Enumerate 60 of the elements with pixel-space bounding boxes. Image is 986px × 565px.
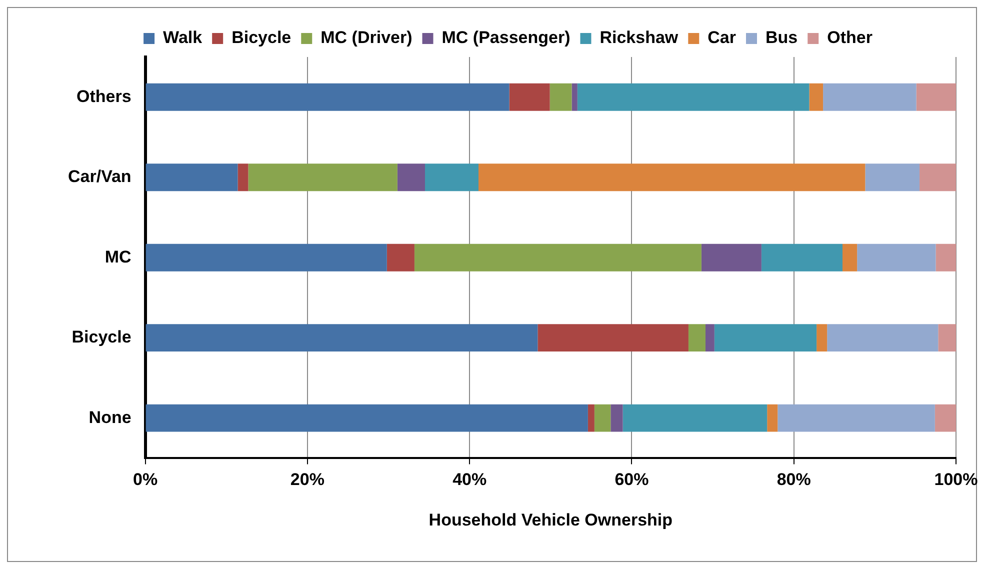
x-tick-label: 20%: [290, 470, 324, 490]
bar: [688, 324, 706, 352]
bar: [778, 404, 935, 432]
legend-label: Walk: [163, 28, 203, 48]
y-tick-label: Others: [76, 86, 132, 106]
legend-label: Bicycle: [232, 28, 292, 48]
bar: [588, 404, 594, 432]
bar: [594, 404, 611, 432]
bar: [146, 164, 238, 192]
bar: [865, 164, 920, 192]
bar: [425, 164, 479, 192]
bar: [248, 164, 398, 192]
y-tick-label: Car/Van: [68, 167, 132, 186]
bar: [761, 244, 843, 272]
legend-label: MC (Passenger): [442, 28, 570, 48]
bar: [577, 83, 810, 111]
bar: [705, 324, 714, 352]
bar: [146, 324, 538, 352]
bar: [827, 324, 938, 352]
bar: [572, 83, 578, 111]
bar: [714, 324, 817, 352]
bar: [936, 244, 956, 272]
bar: [509, 83, 550, 111]
bar: [622, 404, 768, 432]
bar: [414, 244, 702, 272]
bar: [934, 404, 956, 432]
legend-label: Bus: [766, 28, 798, 48]
bar: [610, 404, 623, 432]
bar: [823, 83, 916, 111]
x-tick-label: 0%: [133, 470, 158, 490]
bar: [809, 83, 824, 111]
bar: [478, 164, 866, 192]
bar: [146, 244, 387, 272]
x-tick-label: 80%: [776, 470, 811, 490]
legend-label: MC (Driver): [320, 28, 412, 48]
bar: [816, 324, 828, 352]
bar: [397, 164, 425, 192]
y-tick-label: MC: [104, 247, 132, 266]
bar: [146, 404, 588, 432]
x-tick-label: 40%: [452, 470, 487, 490]
bar: [767, 404, 778, 432]
bar: [938, 324, 956, 352]
bar: [238, 164, 248, 192]
bar: [857, 244, 936, 272]
y-tick-label: Bicycle: [72, 328, 132, 347]
bar: [920, 164, 956, 192]
legend-label: Rickshaw: [600, 28, 679, 48]
bar: [550, 83, 572, 111]
bar: [701, 244, 762, 272]
legend-label: Car: [708, 28, 736, 48]
bar: [916, 83, 956, 111]
bar: [146, 83, 510, 111]
x-tick-label: 100%: [934, 470, 978, 490]
x-tick-label: 60%: [614, 470, 649, 490]
bar: [386, 244, 414, 272]
x-axis-title: Household Vehicle Ownership: [428, 510, 673, 530]
bar: [538, 324, 688, 352]
y-tick-label: None: [88, 408, 132, 427]
bar: [842, 244, 858, 272]
legend-label: Other: [827, 28, 873, 48]
